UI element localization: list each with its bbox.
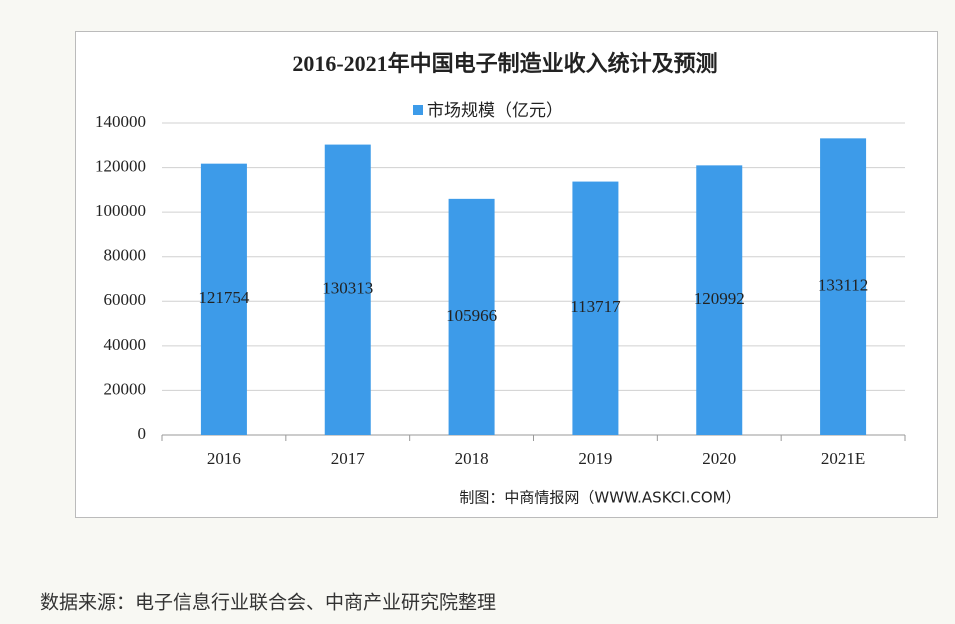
x-tick-label: 2017 — [331, 449, 366, 468]
value-label: 113717 — [570, 297, 621, 316]
y-tick-label: 0 — [138, 424, 147, 443]
x-tick-label: 2021E — [821, 449, 865, 468]
bar — [200, 163, 247, 435]
footnote: 数据来源：电子信息行业联合会、中商产业研究院整理 — [40, 592, 496, 614]
legend-swatch — [413, 105, 423, 115]
bar — [820, 138, 867, 435]
credit: 制图：中商情报网（WWW.ASKCI.COM） — [459, 489, 740, 507]
y-tick-label: 40000 — [104, 335, 147, 354]
bar — [572, 181, 619, 435]
x-tick-label: 2020 — [702, 449, 736, 468]
value-label: 133112 — [818, 276, 868, 295]
x-tick-label: 2016 — [207, 449, 241, 468]
y-tick-label: 100000 — [95, 201, 146, 220]
value-label: 105966 — [446, 306, 497, 325]
x-tick-label: 2018 — [455, 449, 489, 468]
bar — [448, 198, 495, 435]
value-label: 120992 — [694, 289, 745, 308]
y-tick-label: 120000 — [95, 156, 146, 175]
y-tick-label: 20000 — [104, 379, 147, 398]
bar — [696, 165, 743, 435]
value-label: 121754 — [198, 288, 250, 307]
y-tick-label: 80000 — [104, 246, 147, 265]
y-tick-label: 60000 — [104, 290, 147, 309]
legend-label: 市场规模（亿元） — [427, 101, 563, 121]
value-label: 130313 — [322, 279, 373, 298]
x-tick-label: 2019 — [578, 449, 612, 468]
bar — [324, 144, 371, 435]
chart-title: 2016-2021年中国电子制造业收入统计及预测 — [292, 51, 717, 76]
y-tick-label: 140000 — [95, 112, 146, 131]
